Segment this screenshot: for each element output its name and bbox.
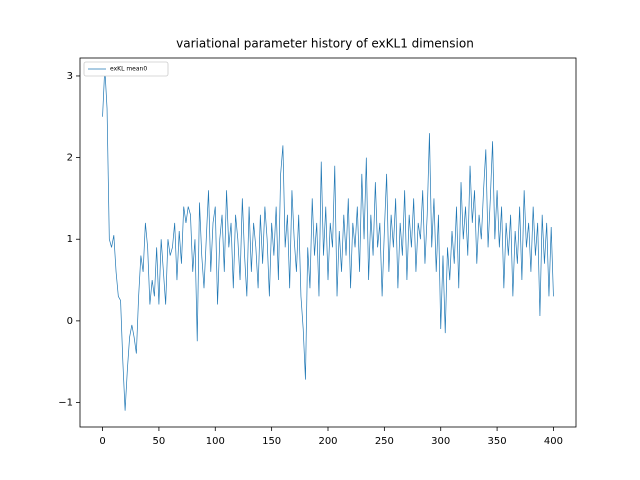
axes-frame [79, 57, 577, 428]
x-tick-label: 400 [544, 436, 563, 447]
y-tick-label: 3 [67, 71, 73, 82]
y-tick-label: 0 [67, 316, 73, 327]
y-tick-label: −1 [58, 398, 73, 409]
chart-title: variational parameter history of exKL1 d… [176, 37, 474, 51]
y-tick-label: 2 [67, 153, 73, 164]
data-line [102, 67, 554, 411]
x-tick-label: 50 [153, 436, 166, 447]
x-tick-label: 100 [206, 436, 225, 447]
y-tick-label: 1 [67, 234, 73, 245]
x-tick-label: 200 [318, 436, 337, 447]
x-tick-label: 150 [262, 436, 281, 447]
legend-box [83, 61, 169, 77]
x-tick-label: 250 [375, 436, 394, 447]
x-tick-label: 0 [99, 436, 105, 447]
x-tick-label: 350 [488, 436, 507, 447]
x-tick-label: 300 [431, 436, 450, 447]
legend-label: exKL mean0 [110, 66, 147, 73]
